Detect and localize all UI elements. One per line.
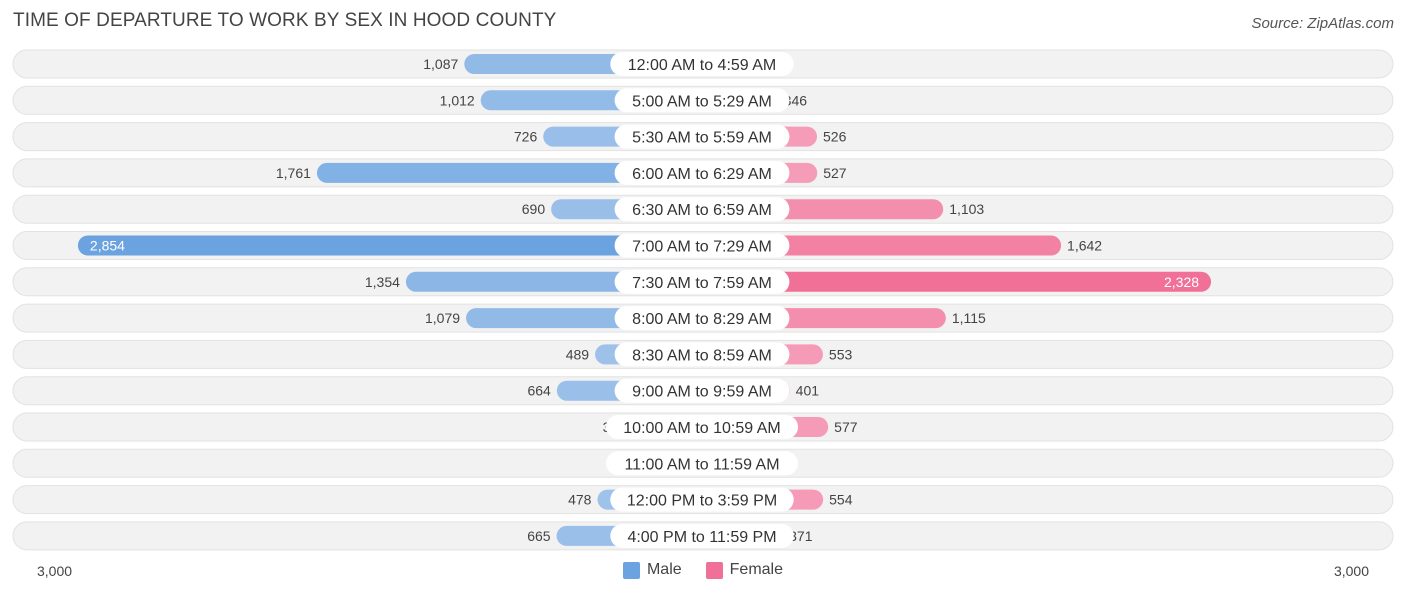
male-value-label: 1,012 bbox=[440, 92, 475, 108]
category-pill bbox=[614, 160, 790, 185]
female-value-label: 526 bbox=[823, 129, 847, 145]
male-value-label: 1,087 bbox=[423, 56, 458, 72]
female-value-label: 1,642 bbox=[1067, 238, 1102, 254]
category-label: 4:00 PM to 11:59 PM bbox=[627, 529, 776, 546]
source-credit: Source: ZipAtlas.com bbox=[1251, 15, 1394, 32]
male-value-label: 665 bbox=[527, 528, 551, 544]
female-bar bbox=[702, 235, 1062, 256]
category-label: 10:00 AM to 10:59 AM bbox=[623, 420, 780, 437]
category-pill bbox=[614, 88, 790, 113]
legend: Male Female bbox=[0, 561, 1406, 579]
male-value-label: 489 bbox=[566, 346, 590, 362]
category-pill bbox=[614, 124, 790, 149]
category-label: 12:00 PM to 3:59 PM bbox=[627, 493, 777, 510]
category-label: 8:30 AM to 8:59 AM bbox=[632, 347, 772, 364]
female-value-label: 401 bbox=[796, 383, 820, 399]
female-value-label: 1,115 bbox=[952, 310, 986, 326]
category-pill bbox=[614, 197, 790, 222]
category-label: 12:00 AM to 4:59 AM bbox=[628, 57, 777, 74]
category-pill bbox=[614, 233, 790, 258]
chart-title: TIME OF DEPARTURE TO WORK BY SEX IN HOOD… bbox=[13, 10, 557, 31]
category-pill bbox=[606, 415, 798, 439]
category-label: 9:00 AM to 9:59 AM bbox=[632, 384, 772, 401]
male-value-label: 664 bbox=[527, 383, 551, 399]
female-value-label: 346 bbox=[784, 92, 808, 108]
female-value-label: 2,328 bbox=[1164, 274, 1199, 290]
axis-left-label: 3,000 bbox=[37, 563, 73, 579]
male-value-label: 1,079 bbox=[425, 310, 460, 326]
category-label: 5:30 AM to 5:59 AM bbox=[632, 130, 772, 147]
category-pill bbox=[610, 487, 794, 512]
male-bar bbox=[77, 235, 702, 256]
category-label: 8:00 AM to 8:29 AM bbox=[632, 311, 772, 328]
category-pill bbox=[614, 378, 790, 403]
female-value-label: 554 bbox=[829, 492, 853, 508]
female-value-label: 577 bbox=[834, 419, 858, 435]
female-value-label: 371 bbox=[789, 528, 813, 544]
male-bar bbox=[316, 162, 702, 183]
male-value-label: 726 bbox=[514, 129, 538, 145]
legend-swatch-female bbox=[705, 561, 723, 579]
legend-swatch-male bbox=[622, 561, 640, 579]
female-value-label: 1,103 bbox=[949, 201, 984, 217]
category-label: 6:30 AM to 6:59 AM bbox=[632, 202, 772, 219]
category-pill bbox=[610, 52, 794, 76]
category-pill bbox=[606, 451, 798, 476]
category-label: 6:00 AM to 6:29 AM bbox=[632, 166, 772, 183]
category-pill bbox=[614, 269, 790, 294]
female-value-label: 527 bbox=[823, 165, 847, 181]
female-bar bbox=[702, 271, 1212, 292]
male-value-label: 690 bbox=[522, 201, 546, 217]
female-value-label: 553 bbox=[829, 346, 853, 362]
category-label: 7:00 AM to 7:29 AM bbox=[632, 239, 772, 256]
male-value-label: 478 bbox=[568, 492, 592, 508]
legend-item-female[interactable]: Female bbox=[705, 561, 784, 579]
category-label: 5:00 AM to 5:29 AM bbox=[632, 93, 772, 110]
category-pill bbox=[614, 342, 790, 367]
male-value-label: 1,354 bbox=[365, 274, 400, 290]
category-label: 11:00 AM to 11:59 AM bbox=[624, 456, 779, 473]
category-pill bbox=[610, 523, 794, 548]
axis-right-label: 3,000 bbox=[1333, 563, 1369, 579]
male-value-label: 2,854 bbox=[90, 238, 125, 254]
category-pill bbox=[614, 306, 790, 331]
legend-item-male[interactable]: Male bbox=[622, 561, 682, 579]
category-label: 7:30 AM to 7:59 AM bbox=[632, 275, 772, 292]
legend-label-female: Female bbox=[729, 561, 784, 578]
male-value-label: 1,761 bbox=[276, 165, 311, 181]
bar-chart: 1,08727312:00 AM to 4:59 AM1,0123465:00 … bbox=[12, 49, 1394, 551]
legend-label-male: Male bbox=[646, 561, 682, 578]
